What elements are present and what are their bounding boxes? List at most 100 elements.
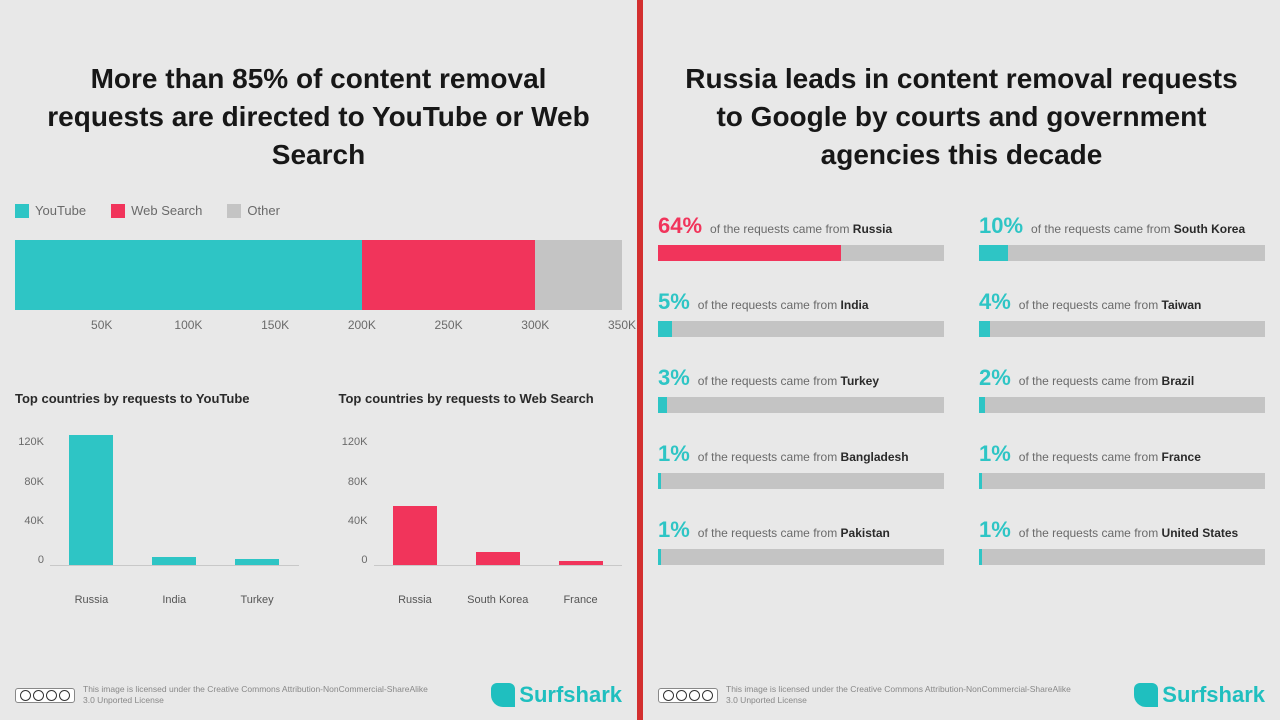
legend-swatch bbox=[15, 204, 29, 218]
x-tick: 300K bbox=[521, 318, 549, 332]
country-desc: of the requests came from Brazil bbox=[1019, 374, 1194, 388]
country-desc: of the requests came from South Korea bbox=[1031, 222, 1245, 236]
country-bar-track bbox=[658, 245, 944, 261]
mini-xlabel: Russia bbox=[60, 594, 123, 606]
legend-item: Web Search bbox=[111, 203, 202, 218]
country-item: 1% of the requests came from Pakistan bbox=[658, 517, 944, 565]
mini-bar bbox=[476, 552, 520, 565]
country-item: 64% of the requests came from Russia bbox=[658, 213, 944, 261]
country-pct: 64% bbox=[658, 213, 702, 239]
country-desc: of the requests came from Taiwan bbox=[1019, 298, 1202, 312]
x-tick: 100K bbox=[174, 318, 202, 332]
legend-item: Other bbox=[227, 203, 280, 218]
country-pct: 1% bbox=[658, 441, 690, 467]
country-bar-track bbox=[979, 397, 1265, 413]
brand-logo: Surfshark bbox=[491, 682, 622, 708]
country-pct: 10% bbox=[979, 213, 1023, 239]
legend: YouTube Web Search Other bbox=[15, 203, 622, 218]
legend-label: YouTube bbox=[35, 203, 86, 218]
stacked-segment bbox=[15, 240, 362, 310]
x-tick: 50K bbox=[91, 318, 112, 332]
right-footer: This image is licensed under the Creativ… bbox=[658, 682, 1265, 708]
legend-swatch bbox=[227, 204, 241, 218]
cc-badge-icon bbox=[15, 688, 75, 703]
country-bar-fill bbox=[658, 549, 661, 565]
country-item: 10% of the requests came from South Korea bbox=[979, 213, 1265, 261]
mini-xlabel: Russia bbox=[384, 594, 447, 606]
country-bar-fill bbox=[979, 473, 982, 489]
stacked-segment bbox=[535, 240, 622, 310]
mini-chart-title: Top countries by requests to Web Search bbox=[339, 391, 623, 406]
country-bar-track bbox=[979, 473, 1265, 489]
country-bar-fill bbox=[979, 245, 1008, 261]
country-item: 3% of the requests came from Turkey bbox=[658, 365, 944, 413]
mini-xlabel: Turkey bbox=[226, 594, 289, 606]
country-item: 2% of the requests came from Brazil bbox=[979, 365, 1265, 413]
mini-xlabel: France bbox=[549, 594, 612, 606]
country-pct: 1% bbox=[658, 517, 690, 543]
country-item: 5% of the requests came from India bbox=[658, 289, 944, 337]
country-desc: of the requests came from France bbox=[1019, 450, 1201, 464]
x-tick: 200K bbox=[348, 318, 376, 332]
country-bar-track bbox=[658, 397, 944, 413]
country-pct: 1% bbox=[979, 441, 1011, 467]
country-desc: of the requests came from Russia bbox=[710, 222, 892, 236]
country-bar-fill bbox=[658, 245, 841, 261]
country-pct: 5% bbox=[658, 289, 690, 315]
cc-badge-icon bbox=[658, 688, 718, 703]
country-bar-track bbox=[979, 549, 1265, 565]
stacked-chart: 50K100K150K200K250K300K350K bbox=[15, 240, 622, 348]
mini-chart: Top countries by requests to Web Search1… bbox=[339, 391, 623, 606]
country-bar-track bbox=[658, 321, 944, 337]
left-title: More than 85% of content removal request… bbox=[35, 60, 602, 173]
mini-bar bbox=[559, 561, 603, 565]
legend-swatch bbox=[111, 204, 125, 218]
legend-label: Other bbox=[247, 203, 280, 218]
mini-bar bbox=[393, 506, 437, 566]
brand-logo: Surfshark bbox=[1134, 682, 1265, 708]
license-text: This image is licensed under the Creativ… bbox=[83, 684, 428, 706]
country-item: 1% of the requests came from Bangladesh bbox=[658, 441, 944, 489]
country-grid: 64% of the requests came from Russia 10% of… bbox=[658, 213, 1265, 565]
x-tick: 150K bbox=[261, 318, 289, 332]
country-bar-fill bbox=[658, 397, 667, 413]
country-pct: 3% bbox=[658, 365, 690, 391]
country-pct: 1% bbox=[979, 517, 1011, 543]
country-bar-track bbox=[979, 245, 1265, 261]
country-bar-track bbox=[658, 473, 944, 489]
country-item: 1% of the requests came from United State… bbox=[979, 517, 1265, 565]
country-bar-fill bbox=[979, 549, 982, 565]
country-bar-track bbox=[979, 321, 1265, 337]
left-panel: More than 85% of content removal request… bbox=[0, 0, 637, 720]
stacked-segment bbox=[362, 240, 535, 310]
surfshark-icon bbox=[1134, 683, 1158, 707]
legend-item: YouTube bbox=[15, 203, 86, 218]
country-pct: 4% bbox=[979, 289, 1011, 315]
country-desc: of the requests came from Pakistan bbox=[698, 526, 890, 540]
license-text: This image is licensed under the Creativ… bbox=[726, 684, 1071, 706]
mini-bar bbox=[152, 557, 196, 566]
country-item: 1% of the requests came from France bbox=[979, 441, 1265, 489]
mini-xlabel: India bbox=[143, 594, 206, 606]
mini-bar bbox=[69, 435, 113, 565]
mini-chart: Top countries by requests to YouTube120K… bbox=[15, 391, 299, 606]
mini-bar bbox=[235, 559, 279, 566]
country-pct: 2% bbox=[979, 365, 1011, 391]
left-footer: This image is licensed under the Creativ… bbox=[15, 682, 622, 708]
x-tick: 350K bbox=[608, 318, 636, 332]
x-tick: 250K bbox=[435, 318, 463, 332]
mini-xlabel: South Korea bbox=[466, 594, 529, 606]
surfshark-icon bbox=[491, 683, 515, 707]
bottom-charts: Top countries by requests to YouTube120K… bbox=[15, 391, 622, 606]
country-desc: of the requests came from Turkey bbox=[698, 374, 879, 388]
country-bar-fill bbox=[979, 321, 990, 337]
right-title: Russia leads in content removal requests… bbox=[678, 60, 1245, 173]
legend-label: Web Search bbox=[131, 203, 202, 218]
country-bar-track bbox=[658, 549, 944, 565]
country-desc: of the requests came from India bbox=[698, 298, 869, 312]
country-desc: of the requests came from Bangladesh bbox=[698, 450, 909, 464]
mini-chart-title: Top countries by requests to YouTube bbox=[15, 391, 299, 406]
right-panel: Russia leads in content removal requests… bbox=[643, 0, 1280, 720]
country-desc: of the requests came from United States bbox=[1019, 526, 1238, 540]
country-item: 4% of the requests came from Taiwan bbox=[979, 289, 1265, 337]
